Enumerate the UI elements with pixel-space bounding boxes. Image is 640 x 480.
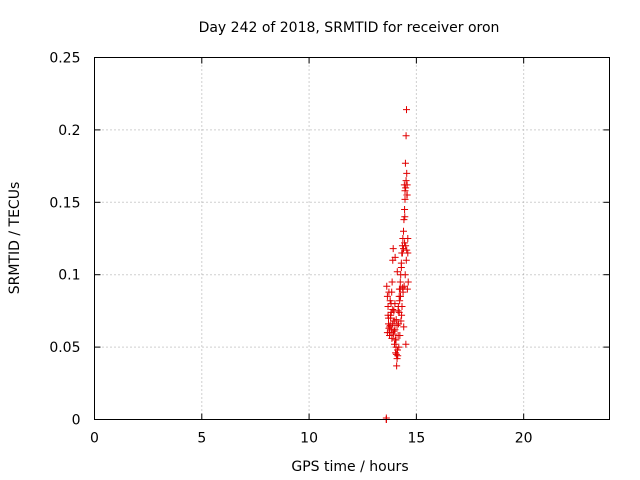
data-point [403,169,411,177]
chart-title: Day 242 of 2018, SRMTID for receiver oro… [199,20,500,36]
y-tick-label: 0.15 [49,195,80,211]
y-tick-label: 0.05 [49,340,80,356]
data-point [389,305,397,313]
data-point [383,282,391,290]
data-point [392,350,400,358]
data-point [382,414,390,422]
data-point [384,303,392,311]
plot-frame [94,57,610,420]
data-point [404,278,412,286]
data-point [404,249,412,257]
data-point [404,235,412,242]
data-point [400,227,407,235]
gridlines [94,57,610,420]
x-tick-label: 15 [407,431,425,447]
data-point [390,327,398,335]
data-point [396,278,404,286]
data-point [403,181,411,189]
x-tick-label: 0 [90,431,99,447]
data-point [396,332,404,340]
y-tick-label: 0 [72,413,81,429]
data-point [395,343,403,351]
data-point [395,285,403,293]
data-point [403,106,411,114]
data-point [383,292,391,300]
data-points [382,106,412,423]
data-point [403,285,411,293]
data-point [400,323,408,331]
data-point [401,159,409,167]
data-point [388,278,396,286]
data-point [389,245,397,253]
data-point [393,362,401,370]
data-point [384,311,392,319]
data-point [391,300,399,308]
x-tick-label: 5 [197,431,206,447]
data-point [403,191,411,199]
data-point [393,355,401,363]
data-point [403,246,411,254]
y-axis-label: SRMTID / TECUs [7,182,23,295]
y-tick-label: 0.2 [58,123,80,139]
data-point [385,288,393,296]
data-point [390,340,398,348]
data-point [393,268,401,276]
data-point [402,132,410,140]
data-point [386,323,394,331]
data-point [396,292,404,300]
y-tick-label: 0.25 [49,51,80,67]
data-point [402,177,410,185]
data-point [401,206,409,214]
y-tick-label: 0.1 [58,268,80,284]
x-axis-label: GPS time / hours [291,459,408,475]
x-tick-label: 10 [300,431,318,447]
data-point [402,242,410,250]
data-point [401,213,409,221]
data-point [393,321,401,329]
data-point [392,336,400,344]
y-tick-labels: 0 0.05 0.1 0.15 0.2 0.25 [49,51,80,429]
x-tick-labels: 0 5 10 15 20 [90,431,533,447]
data-point [394,303,402,311]
data-point [400,216,408,224]
data-point [402,184,410,192]
data-point [398,311,406,319]
axis-ticks [94,57,610,420]
data-point [402,256,410,264]
data-point [388,334,396,342]
data-point [402,340,410,348]
data-point [401,271,409,279]
data-point [391,253,399,261]
data-point [397,317,405,325]
x-tick-label: 20 [515,431,533,447]
data-point [394,352,402,360]
data-point [401,195,409,203]
data-point [387,308,395,316]
data-point [400,282,408,290]
data-point [392,316,400,324]
data-point [389,330,397,338]
data-point [397,263,405,271]
data-point [386,297,394,305]
data-point [399,284,407,292]
data-point [401,239,409,247]
data-point [401,187,409,195]
